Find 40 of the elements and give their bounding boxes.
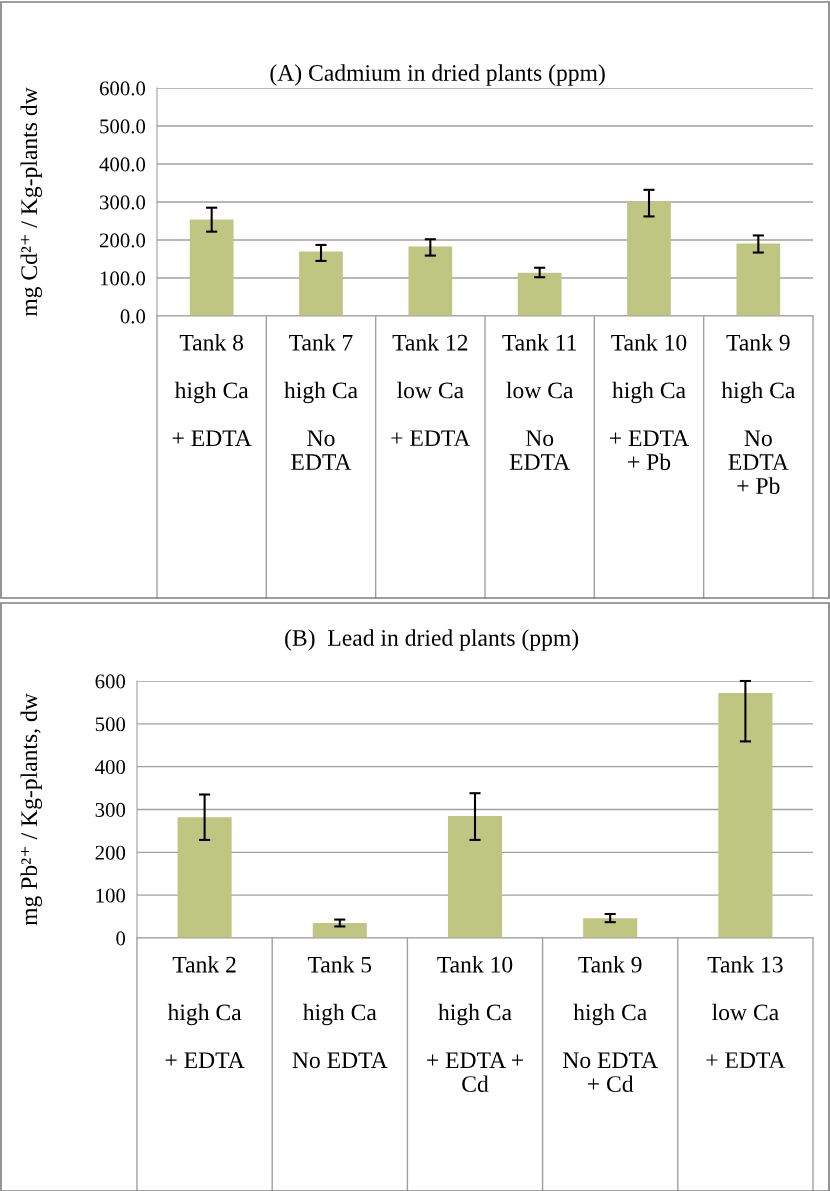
y-tick-label: 0: [116, 931, 126, 946]
bar: [517, 272, 562, 316]
y-tick-label: 500.0: [100, 119, 146, 134]
category-label: Tank 9 high Ca No EDTA + Cd: [562, 956, 658, 1093]
y-tick-label: 300: [95, 802, 126, 817]
y-tick-label: 100: [96, 888, 126, 903]
bar: [447, 815, 503, 938]
y-tick-label: 200.0: [99, 233, 146, 248]
bar: [312, 923, 367, 938]
bar: [299, 251, 343, 316]
bar: [583, 918, 638, 938]
chart-title: (B) Lead in dried plants (ppm): [285, 629, 579, 651]
y-tick-label: 400.0: [99, 157, 146, 172]
y-tick-label: 200: [95, 845, 126, 860]
category-label: Tank 7 high Ca No EDTA: [284, 334, 358, 470]
bar: [718, 692, 773, 938]
y-tick-label: 400: [95, 760, 126, 775]
bar: [736, 243, 781, 316]
y-tick-label: 600.0: [99, 81, 146, 96]
category-label: Tank 13 low Ca + EDTA: [706, 956, 786, 1068]
category-label: Tank 10 high Ca + EDTA + Pb: [610, 334, 689, 471]
category-label: Tank 11 low Ca No EDTA: [502, 334, 576, 470]
bar: [408, 246, 453, 316]
category-label: Tank 12 low Ca + EDTA: [391, 334, 471, 446]
y-tick-label: 500: [95, 717, 126, 732]
chart-title: (A) Cadmium in dried plants (ppm): [270, 64, 605, 86]
bar: [177, 817, 232, 938]
y-tick-label: 600: [95, 674, 126, 689]
y-axis-title: mg Pb²⁺ / Kg-plants, dw: [20, 693, 42, 926]
category-label: Tank 8 high Ca + EDTA: [172, 334, 252, 446]
y-tick-label: 100.0: [100, 271, 146, 286]
bar: [189, 219, 234, 316]
y-tick-label: 300.0: [100, 195, 146, 210]
category-label: Tank 10 high Ca + EDTA + Cd: [427, 956, 523, 1093]
y-tick-label: 0.0: [120, 309, 146, 324]
category-label: Tank 2 high Ca + EDTA: [165, 956, 245, 1068]
y-axis-title: mg Cd²⁺ / Kg-plants dw: [20, 87, 42, 317]
category-label: Tank 5 high Ca No EDTA: [292, 956, 388, 1069]
bar: [627, 201, 671, 316]
category-label: Tank 9 high Ca No EDTA + Pb: [721, 334, 796, 494]
